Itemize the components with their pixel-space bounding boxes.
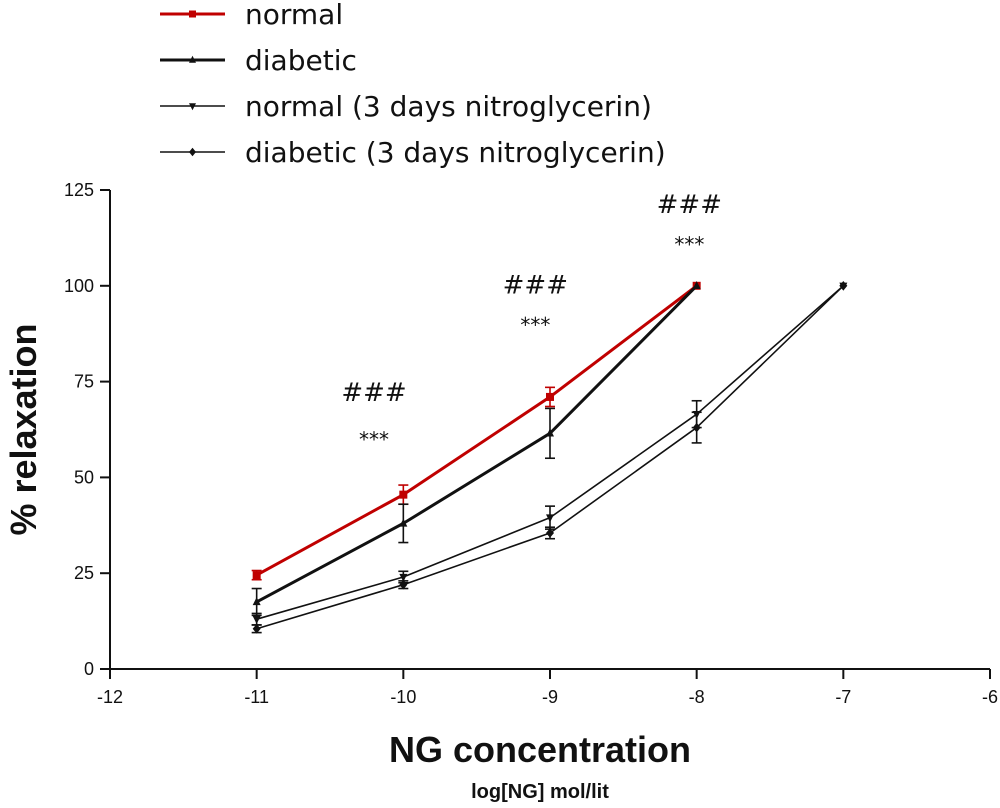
x-tick-label: -8 <box>689 687 705 707</box>
legend-marker <box>189 103 196 111</box>
series-1 <box>251 281 701 581</box>
data-point <box>546 528 554 538</box>
legend-entry-2: diabetic <box>160 44 357 77</box>
x-tick-label: -9 <box>542 687 558 707</box>
x-axis-subtitle: log[NG] mol/lit <box>471 781 609 803</box>
data-point <box>252 623 261 634</box>
legend-entry-1: normal <box>160 0 343 31</box>
significance-hash: ### <box>503 270 568 300</box>
data-point <box>399 579 408 590</box>
data-point <box>252 571 261 580</box>
x-tick-label: -7 <box>835 687 851 707</box>
data-point <box>692 281 701 289</box>
significance-hash: ### <box>657 190 722 220</box>
x-tick-label: -6 <box>982 687 998 707</box>
data-point <box>839 281 848 291</box>
series-line <box>255 284 698 604</box>
data-point <box>252 615 261 624</box>
series-layer <box>251 281 848 634</box>
y-tick-label: 125 <box>64 180 94 200</box>
legend-label: diabetic (3 days nitroglycerin) <box>245 136 666 169</box>
y-tick-label: 25 <box>74 563 94 583</box>
legend-marker <box>189 10 196 18</box>
y-ticks: 0 25 50 75 100 125 <box>64 180 110 679</box>
legend: normal diabetic normal (3 days nitroglycer… <box>160 0 666 169</box>
data-point <box>399 490 408 499</box>
x-tick-label: -10 <box>390 687 416 707</box>
x-tick-label: -12 <box>97 687 123 707</box>
data-point <box>546 428 554 437</box>
significance-stars: *** <box>359 428 389 452</box>
legend-marker <box>189 147 196 157</box>
x-axis-title: NG concentration <box>389 729 691 770</box>
x-tick-label: -11 <box>244 687 269 707</box>
legend-label: normal <box>245 0 343 31</box>
y-tick-label: 75 <box>74 372 94 392</box>
x-ticks: -12 -11 -10 -9 -8 -7 -6 <box>97 669 998 707</box>
y-axis-title: % relaxation <box>3 323 44 535</box>
series-4 <box>251 281 848 634</box>
series-line <box>255 284 698 577</box>
data-point <box>252 597 261 606</box>
legend-label: normal (3 days nitroglycerin) <box>245 90 652 123</box>
significance-stars: *** <box>674 232 704 256</box>
data-point <box>546 392 554 401</box>
legend-label: diabetic <box>245 44 357 77</box>
significance-stars: *** <box>520 313 550 337</box>
y-tick-label: 100 <box>64 276 94 296</box>
legend-marker <box>189 55 196 63</box>
series-2 <box>251 281 701 617</box>
data-point <box>399 518 408 527</box>
y-tick-label: 50 <box>74 467 94 487</box>
legend-entry-3: normal (3 days nitroglycerin) <box>160 90 652 123</box>
data-point <box>546 514 554 523</box>
axes: 0 25 50 75 100 125 -12 -11 -10 -9 -8 -7 -6 <box>64 180 998 707</box>
y-tick-label: 0 <box>84 659 94 679</box>
data-point <box>399 573 408 582</box>
legend-entry-4: diabetic (3 days nitroglycerin) <box>160 136 666 169</box>
data-point <box>692 422 701 433</box>
annotation-layer: ### *** ### *** ### *** <box>341 190 722 452</box>
significance-hash: ### <box>341 378 406 408</box>
